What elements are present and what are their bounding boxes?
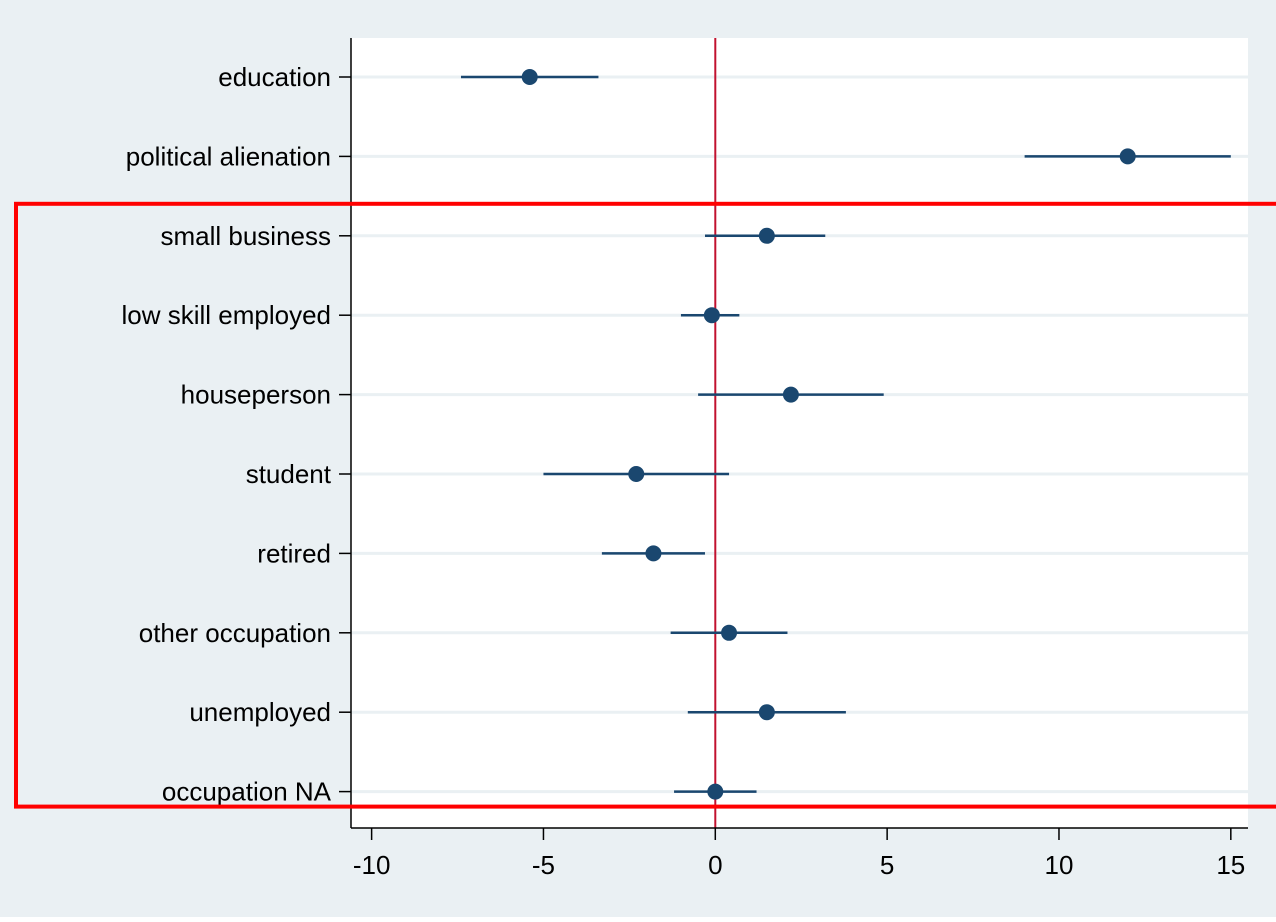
estimate-point — [721, 624, 738, 641]
x-tick-group: -10 -5 0 5 10 15 — [353, 828, 1245, 880]
y-tick-group: education political alienation small busin… — [121, 62, 351, 807]
y-tick-label: low skill employed — [121, 300, 331, 330]
estimate-point — [645, 545, 662, 562]
y-tick-label: political alienation — [126, 141, 331, 171]
y-tick-label: retired — [257, 538, 331, 568]
x-tick-label: -5 — [532, 850, 555, 880]
estimate-point — [758, 704, 775, 721]
x-tick-label: 0 — [708, 850, 722, 880]
estimate-point — [782, 386, 799, 403]
y-tick-label: student — [246, 459, 332, 489]
estimate-point — [703, 307, 720, 324]
x-tick-label: 5 — [880, 850, 894, 880]
estimate-point — [758, 227, 775, 244]
estimate-point — [628, 466, 645, 482]
y-tick-label: occupation NA — [162, 777, 332, 807]
estimate-points — [521, 69, 1136, 800]
y-tick-label: other occupation — [139, 618, 331, 648]
y-tick-label: small business — [160, 221, 331, 251]
estimate-point — [1119, 148, 1136, 165]
axes — [350, 38, 1248, 829]
y-tick-label: unemployed — [189, 697, 331, 727]
estimate-point — [521, 69, 538, 85]
estimate-point — [707, 783, 724, 800]
plot-area — [351, 38, 1248, 828]
y-tick-label: education — [218, 62, 331, 92]
y-tick-label: houseperson — [181, 380, 331, 410]
highlight-box — [14, 201, 1276, 809]
x-tick-label: 15 — [1216, 850, 1245, 880]
x-tick-label: -10 — [353, 850, 391, 880]
x-tick-label: 10 — [1045, 850, 1074, 880]
